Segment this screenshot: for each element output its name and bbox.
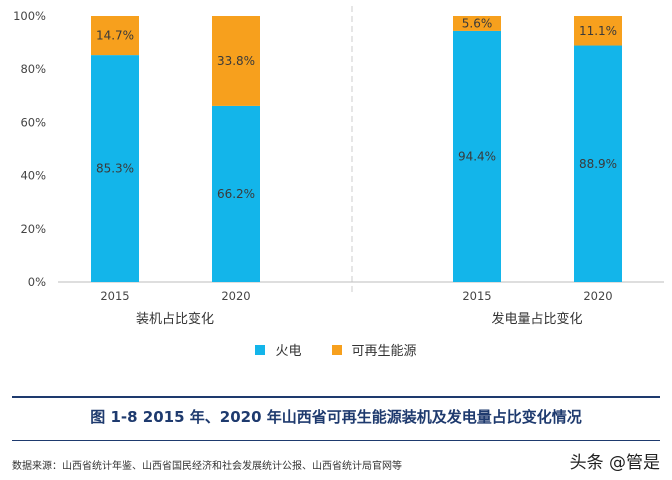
y-tick-label: 40% [20,169,46,183]
y-tick-label: 80% [20,62,46,76]
bar-thermal [212,105,260,283]
data-label-thermal: 85.3% [96,162,134,176]
data-label-thermal: 88.9% [579,157,617,171]
x-tick-label: 2020 [221,289,250,303]
stacked-bar-chart: 0% 20% 40% 60% 80% 100% 85.3% 14.7% 2015 66.2% 33… [13,6,664,327]
bar-thermal [453,30,501,283]
bar-renewable [453,16,501,31]
legend-swatch-thermal [255,344,266,355]
group-label: 发电量占比变化 [491,311,582,327]
legend-item-thermal: 火电 [255,340,302,359]
data-source: 数据来源：山西省统计年鉴、山西省国民经济和社会发展统计公报、山西省统计局官网等 [12,461,402,472]
bar-thermal [574,45,622,282]
data-label-renewable: 14.7% [96,29,134,43]
figure-title: 图 1-8 2015 年、2020 年山西省可再生能源装机及发电量占比变化情况 [90,408,582,426]
y-tick-label: 0% [28,275,46,289]
title-rule-bottom [12,440,660,441]
data-label-renewable: 33.8% [217,54,255,68]
data-label-renewable: 5.6% [462,16,493,30]
y-tick-label: 100% [13,9,46,23]
data-label-thermal: 94.4% [458,149,496,163]
data-label-renewable: 11.1% [579,24,617,38]
x-tick-label: 2015 [462,289,491,303]
group-label: 装机占比变化 [136,311,214,327]
legend-label-thermal: 火电 [275,344,302,359]
x-tick-label: 2015 [100,289,129,303]
y-tick-label: 60% [20,115,46,129]
data-label-thermal: 66.2% [217,187,255,201]
bar-thermal [91,55,139,282]
bar-renewable [212,16,260,106]
bar-renewable [574,16,622,46]
watermark: 头条 @管是 [569,453,660,473]
legend-item-renewable: 可再生能源 [331,340,417,359]
legend-label-renewable: 可再生能源 [351,344,417,359]
bar-renewable [91,16,139,56]
y-tick-label: 20% [20,222,46,236]
title-rule-top [12,396,660,398]
legend: 火电 可再生能源 [0,340,672,359]
x-tick-label: 2020 [583,289,612,303]
legend-swatch-renewable [331,344,342,355]
